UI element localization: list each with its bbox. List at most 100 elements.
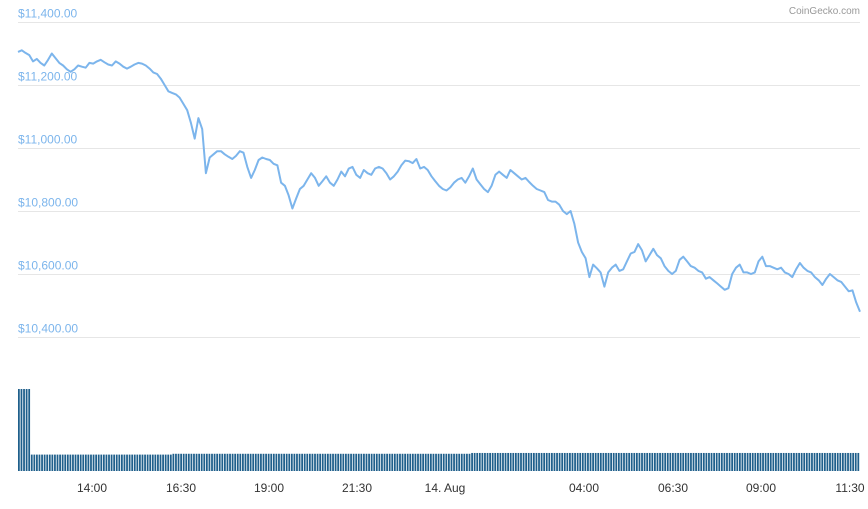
volume-bar: [293, 453, 296, 471]
volume-bar: [460, 453, 463, 471]
volume-bar: [795, 452, 798, 471]
volume-bar: [744, 452, 746, 471]
volume-bar: [455, 453, 458, 471]
x-tick-label: 16:30: [166, 481, 196, 495]
volume-bar: [136, 454, 139, 471]
volume-bar: [638, 452, 641, 471]
volume-bar: [316, 453, 319, 471]
volume-bar: [630, 452, 633, 471]
volume-bar: [324, 453, 327, 471]
volume-bar: [551, 452, 553, 471]
volume-bar: [321, 453, 324, 471]
volume-bar: [164, 454, 167, 471]
volume-bar: [780, 452, 782, 471]
x-tick-label: 14. Aug: [425, 481, 466, 495]
volume-bar: [504, 452, 507, 471]
volume-bar: [144, 454, 146, 471]
credit-text[interactable]: CoinGecko.com: [789, 6, 860, 17]
volume-bar: [738, 452, 741, 471]
volume-bar: [695, 452, 697, 471]
volume-bar: [157, 454, 159, 471]
volume-bar: [558, 452, 561, 471]
volume-bar: [635, 452, 638, 471]
volume-bar: [169, 454, 172, 471]
volume-bar: [702, 452, 705, 471]
volume-bar: [182, 453, 185, 471]
volume-bar: [267, 453, 270, 471]
volume-bar: [697, 452, 700, 471]
volume-bar: [803, 452, 806, 471]
volume-bar: [757, 452, 759, 471]
volume-bar: [368, 453, 370, 471]
volume-bar: [538, 452, 540, 471]
volume-bar: [121, 454, 123, 471]
volume-bar: [254, 453, 257, 471]
volume-bar: [200, 453, 203, 471]
volume-bar: [844, 452, 847, 471]
volume-bar: [520, 452, 522, 471]
volume-bar: [373, 453, 376, 471]
volume-bar: [23, 389, 25, 471]
volume-bar: [180, 453, 182, 471]
x-tick-label: 14:00: [77, 481, 107, 495]
volume-bar: [56, 454, 59, 471]
volume-bar: [785, 452, 788, 471]
volume-bar: [571, 452, 574, 471]
volume-bar: [79, 454, 82, 471]
volume-bar: [381, 453, 383, 471]
x-tick-label: 11:30: [835, 481, 864, 495]
volume-bar: [628, 452, 631, 471]
volume-bar: [41, 454, 43, 471]
volume-bar: [285, 453, 288, 471]
volume-bar: [38, 454, 41, 471]
volume-bar: [793, 452, 795, 471]
volume-bar: [211, 453, 213, 471]
volume-bar: [404, 453, 407, 471]
y-tick-label: $10,800.00: [18, 196, 78, 210]
volume-bar: [90, 454, 92, 471]
volume-bar: [159, 454, 162, 471]
volume-bar: [448, 453, 450, 471]
volume-bar: [834, 452, 837, 471]
volume-bar: [839, 452, 842, 471]
volume-bar: [486, 452, 489, 471]
x-tick-label: 21:30: [342, 481, 372, 495]
volume-bar: [684, 452, 687, 471]
volume-bar: [64, 454, 67, 471]
volume-bar: [123, 454, 126, 471]
volume-bar: [100, 454, 103, 471]
volume-bar: [218, 453, 221, 471]
volume-bar: [836, 452, 839, 471]
volume-bar: [440, 453, 443, 471]
volume-bar: [566, 452, 569, 471]
volume-bar: [687, 452, 690, 471]
volume-bar: [587, 452, 589, 471]
volume-bar: [648, 452, 651, 471]
volume-bar: [306, 453, 309, 471]
volume-bar: [581, 452, 584, 471]
y-tick-label: $10,400.00: [18, 322, 78, 336]
volume-bar: [759, 452, 762, 471]
volume-bar: [360, 453, 363, 471]
volume-bar: [175, 453, 177, 471]
volume-bar: [355, 453, 358, 471]
volume-bar: [25, 389, 28, 471]
volume-bar: [115, 454, 118, 471]
volume-bar: [453, 453, 455, 471]
volume-bar: [260, 453, 262, 471]
volume-bar: [244, 453, 247, 471]
volume-bar: [589, 452, 592, 471]
volume-bar: [187, 453, 190, 471]
volume-bar: [195, 453, 198, 471]
volume-bar: [617, 452, 620, 471]
volume-bar: [350, 453, 352, 471]
y-tick-label: $11,400.00: [18, 7, 77, 21]
x-tick-label: 06:30: [658, 481, 688, 495]
volume-bar: [66, 454, 69, 471]
volume-bar: [831, 452, 834, 471]
volume-bar: [424, 453, 427, 471]
volume-bar: [429, 453, 432, 471]
volume-bar: [216, 453, 219, 471]
volume-bar: [607, 452, 610, 471]
volume-bar: [365, 453, 368, 471]
